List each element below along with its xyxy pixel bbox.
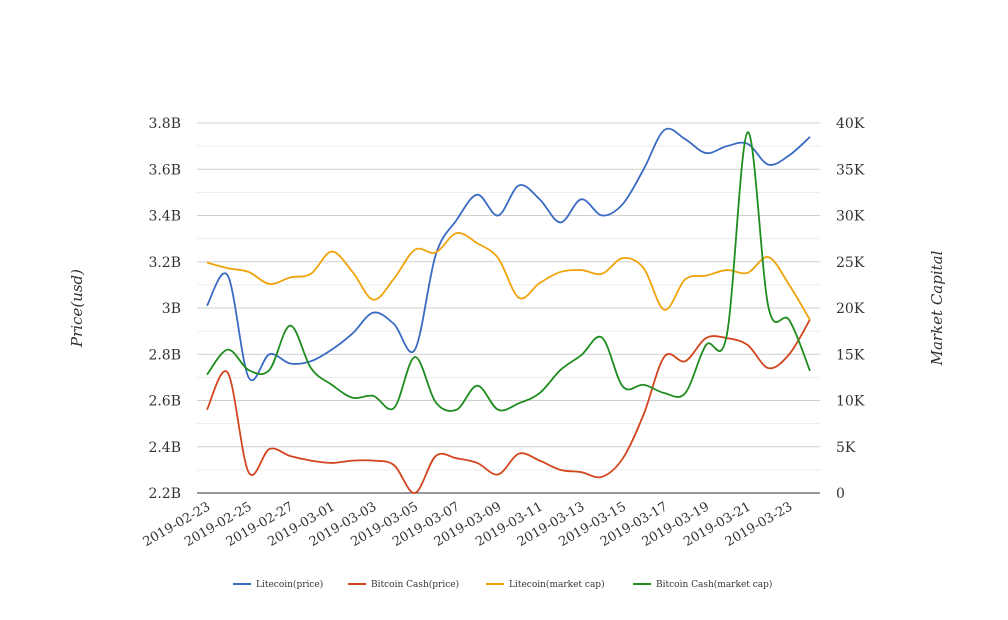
y-tick-label: 2.2B: [148, 486, 181, 502]
y2-tick-label: 10K: [836, 394, 865, 410]
y2-tick-label: 35K: [836, 162, 865, 178]
legend-item[interactable]: Bitcoin Cash(price): [348, 579, 459, 590]
y-tick-label: 3.8B: [148, 116, 181, 132]
legend-label: Litecoin(price): [256, 579, 323, 590]
gridlines: [197, 122, 820, 494]
y-tick-label: 2.4B: [148, 440, 181, 456]
legend-item[interactable]: Litecoin(market cap): [486, 579, 605, 590]
y-tick-label: 2.6B: [148, 394, 181, 410]
y2-tick-label: 5K: [836, 440, 856, 456]
y-tick-label: 3.4B: [148, 209, 181, 225]
legend: Litecoin(price) Bitcoin Cash(price) Liteco…: [233, 579, 772, 590]
series-line-bitcoin-cash-market-cap: [206, 131, 811, 412]
y-tick-label: 3.6B: [148, 162, 181, 178]
legend-label: Bitcoin Cash(market cap): [656, 579, 772, 590]
y-tick-label: 3B: [162, 301, 181, 317]
series-line-litecoin-price: [206, 127, 811, 382]
y-tick-label: 2.8B: [148, 347, 181, 363]
x-axis-ticks: 2019-02-232019-02-252019-02-272019-03-01…: [141, 499, 796, 549]
y2-tick-label: 0: [836, 486, 845, 502]
right-axis-ticks: 0 5K 10K 15K 20K 25K 30K 35K 40K: [836, 116, 865, 502]
legend-item[interactable]: Litecoin(price): [233, 579, 323, 590]
y2-tick-label: 40K: [836, 116, 865, 132]
legend-label: Litecoin(market cap): [509, 579, 605, 590]
legend-item[interactable]: Bitcoin Cash(market cap): [633, 579, 772, 590]
y2-axis-title: Market Capital: [928, 250, 946, 366]
y2-tick-label: 25K: [836, 255, 865, 271]
y-axis-title: Price(usd): [68, 269, 86, 348]
y2-tick-label: 15K: [836, 347, 865, 363]
series-line-litecoin-market-cap: [206, 232, 811, 321]
series-lines: [206, 127, 811, 494]
legend-label: Bitcoin Cash(price): [371, 579, 459, 590]
y2-tick-label: 20K: [836, 301, 865, 317]
y-tick-label: 3.2B: [148, 255, 181, 271]
left-axis-ticks: 2.2B 2.4B 2.6B 2.8B 3B 3.2B 3.4B 3.6B 3.8B: [148, 116, 181, 502]
series-line-bitcoin-cash-price: [206, 319, 811, 494]
y2-tick-label: 30K: [836, 209, 865, 225]
